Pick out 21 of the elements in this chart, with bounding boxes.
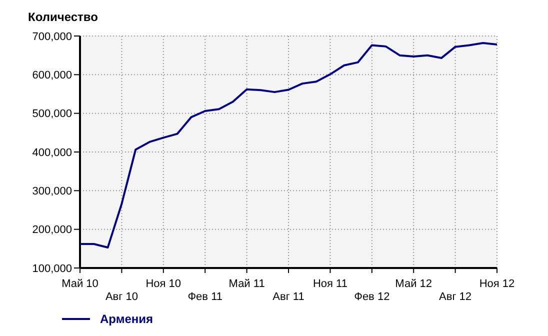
legend-label: Армения [100,312,154,326]
x-tick-label: Авг 12 [439,291,472,303]
x-tick-label: Май 10 [62,278,98,290]
y-tick-label: 700,000 [32,30,72,43]
x-tick-label: Май 11 [228,278,265,290]
x-tick-label: Ноя 12 [479,278,515,290]
y-tick-label: 100,000 [32,262,72,275]
x-tick-label: Фев 12 [354,291,390,303]
x-tick-label: Ноя 10 [146,278,182,290]
y-tick-label: 200,000 [32,224,72,236]
x-tick-label: Май 12 [395,278,432,290]
line-series [80,42,497,249]
y-tick-label: 400,000 [32,146,72,159]
y-tick-label: 300,000 [32,186,72,198]
x-tick-label: Ноя 11 [312,278,348,290]
x-tick-label: Фев 11 [188,291,223,303]
y-axis-title: Количество [28,10,98,24]
y-tick-label: 500,000 [32,108,72,120]
x-tick-label: Авг 10 [105,291,138,303]
x-tick-label: Авг 11 [272,291,304,303]
y-tick-label: 600,000 [32,70,72,82]
